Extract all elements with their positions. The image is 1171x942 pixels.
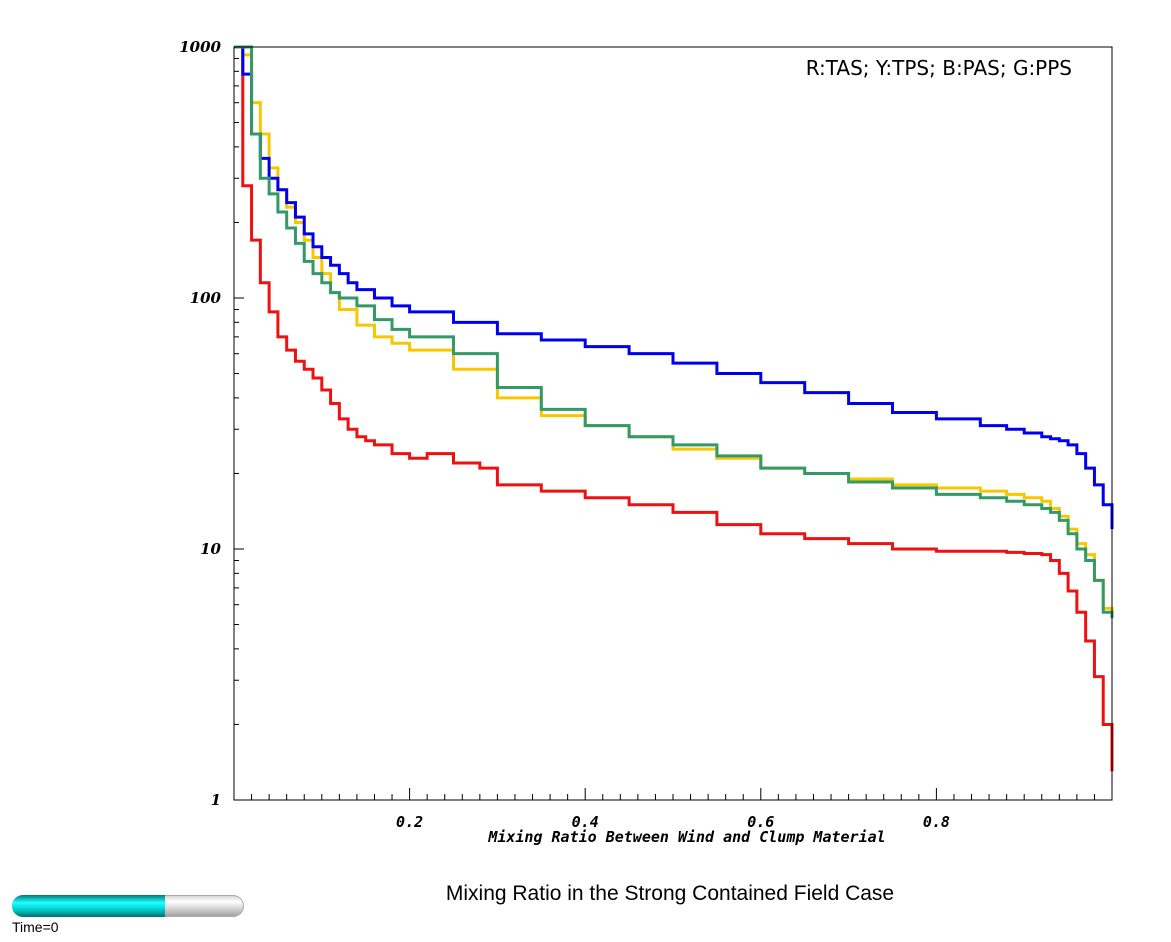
x-axis-label: Mixing Ratio Between Wind and Clump Mate…: [487, 828, 885, 846]
y-tick-label: 10: [200, 540, 221, 558]
x-tick-label: 0.8: [923, 813, 950, 831]
y-tick-label: 1: [211, 791, 221, 809]
ticks-layer: 0.2 0.4 0.6 0.8 1 10 100 1000: [179, 38, 1095, 831]
series-layer: [234, 45, 1114, 772]
chart-title: Mixing Ratio in the Strong Contained Fie…: [445, 882, 895, 905]
series-line-yellow: [234, 45, 1114, 615]
time-label: Time=0: [12, 919, 59, 935]
series-line-green: [234, 45, 1114, 619]
time-slider-fill: [12, 895, 166, 917]
series-line-blue: [234, 45, 1114, 530]
legend-text: R:TAS; Y:TPS; B:PAS; G:PPS: [806, 56, 1072, 80]
series-line-red: [234, 45, 1114, 772]
y-tick-label: 100: [190, 289, 222, 307]
x-tick-label: 0.4: [572, 813, 599, 831]
y-tick-label: 1000: [179, 38, 221, 56]
time-slider[interactable]: [12, 895, 244, 917]
x-tick-label: 0.2: [396, 813, 423, 831]
x-tick-label: 0.6: [747, 813, 774, 831]
